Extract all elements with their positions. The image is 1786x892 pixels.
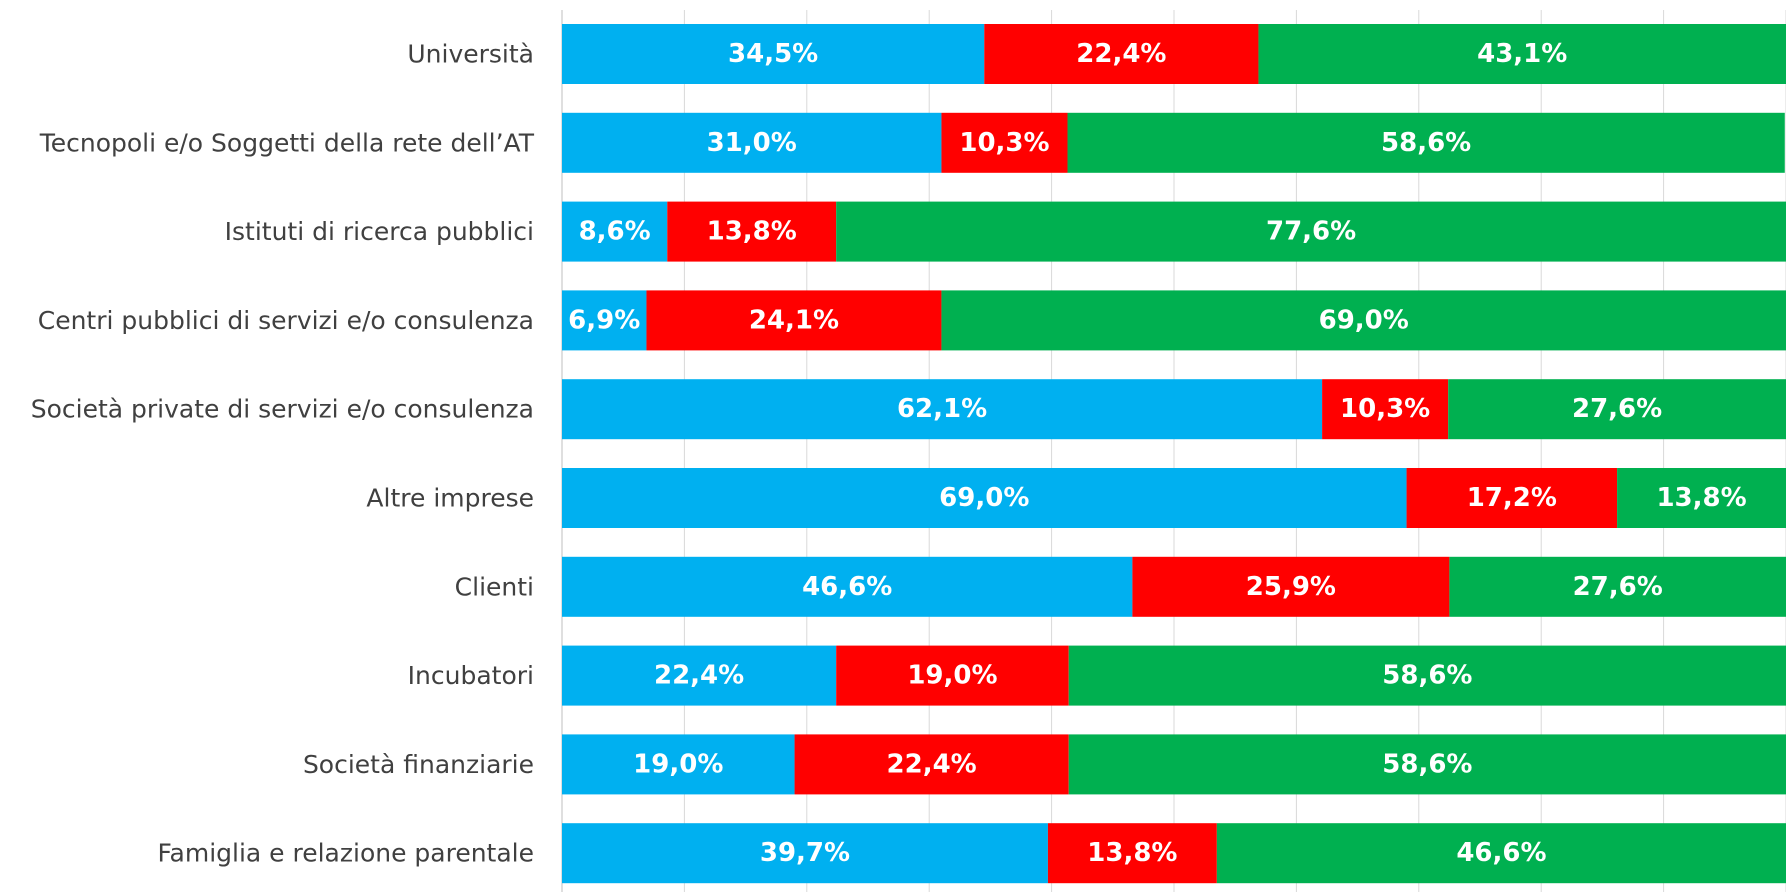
category-label: Società private di servizi e/o consulenz… [31,395,534,424]
category-label: Centri pubblici di servizi e/o consulenz… [38,306,534,335]
data-label: 19,0% [633,749,723,779]
data-label: 22,4% [887,749,977,779]
data-label: 58,6% [1382,749,1472,779]
category-label: Clienti [455,572,534,601]
bar-segment-series2 [941,112,1068,173]
bar-segment-series3 [1258,24,1786,84]
data-label: 69,0% [1319,305,1409,335]
bar-segment-series2 [1322,379,1449,440]
data-label: 24,1% [749,305,839,335]
data-label: 34,5% [728,39,818,69]
data-label: 27,6% [1573,572,1663,602]
bar-segment-series1 [562,556,1133,617]
bar-segment-series2 [1132,556,1450,617]
bar-segment-series3 [941,290,1786,351]
bar-segment-series1 [562,379,1323,440]
data-label: 13,8% [1656,483,1746,513]
bar-segment-series1 [562,290,647,351]
bar-segment-series3 [1617,468,1786,528]
bar-segment-series1 [562,468,1407,528]
category-label: Incubatori [408,661,534,690]
bar-segment-series1 [562,823,1048,884]
bar-segment-series2 [667,201,837,262]
category-label: Società finanziarie [303,750,534,779]
bar-segment-series2 [1406,468,1618,528]
category-label: Università [407,40,534,69]
data-label: 8,6% [579,217,651,247]
bar-segment-series1 [562,734,795,795]
data-label: 31,0% [707,128,797,158]
data-label: 6,9% [568,305,640,335]
data-label: 22,4% [654,661,744,691]
bar-segment-series3 [1067,112,1785,173]
bar-segment-series3 [1068,645,1786,706]
bar-segment-series3 [1448,379,1786,440]
bar-segment-series2 [794,734,1069,795]
bars-layer [562,24,1786,884]
data-label: 43,1% [1477,39,1567,69]
data-label: 25,9% [1246,572,1336,602]
data-label: 46,6% [802,572,892,602]
bar-segment-series2 [1047,823,1217,884]
bar-segment-series1 [562,24,985,84]
bar-segment-series3 [1216,823,1786,884]
bar-segment-series2 [836,645,1069,706]
data-label: 69,0% [939,483,1029,513]
bar-segment-series1 [562,645,837,706]
bar-segment-series2 [984,24,1259,84]
data-label: 19,0% [907,661,997,691]
data-label: 10,3% [1340,394,1430,424]
data-label: 22,4% [1076,39,1166,69]
data-label: 62,1% [897,394,987,424]
data-label: 17,2% [1467,483,1557,513]
data-label: 58,6% [1382,661,1472,691]
data-label: 13,8% [707,217,797,247]
bar-segment-series2 [646,290,942,351]
category-label: Altre imprese [366,484,534,513]
data-label: 46,6% [1456,838,1546,868]
data-label: 10,3% [959,128,1049,158]
bar-segment-series3 [1068,734,1786,795]
bar-segment-series3 [836,201,1786,262]
category-labels: Università Tecnopoli e/o Soggetti della r… [31,40,535,868]
bar-segment-series1 [562,112,942,173]
bar-segment-series1 [562,201,668,262]
labels-layer: 34,5% 22,4% 43,1% 31,0% 10,3% 58,6% 8,6% 13,8% 7… [568,39,1746,868]
category-label: Famiglia e relazione parentale [157,839,534,868]
data-label: 27,6% [1572,394,1662,424]
category-label: Istituti di ricerca pubblici [225,217,534,246]
data-label: 13,8% [1087,838,1177,868]
data-label: 77,6% [1266,217,1356,247]
data-label: 39,7% [760,838,850,868]
data-label: 58,6% [1381,128,1471,158]
bar-segment-series3 [1449,556,1786,617]
category-label: Tecnopoli e/o Soggetti della rete dell’A… [39,128,535,157]
